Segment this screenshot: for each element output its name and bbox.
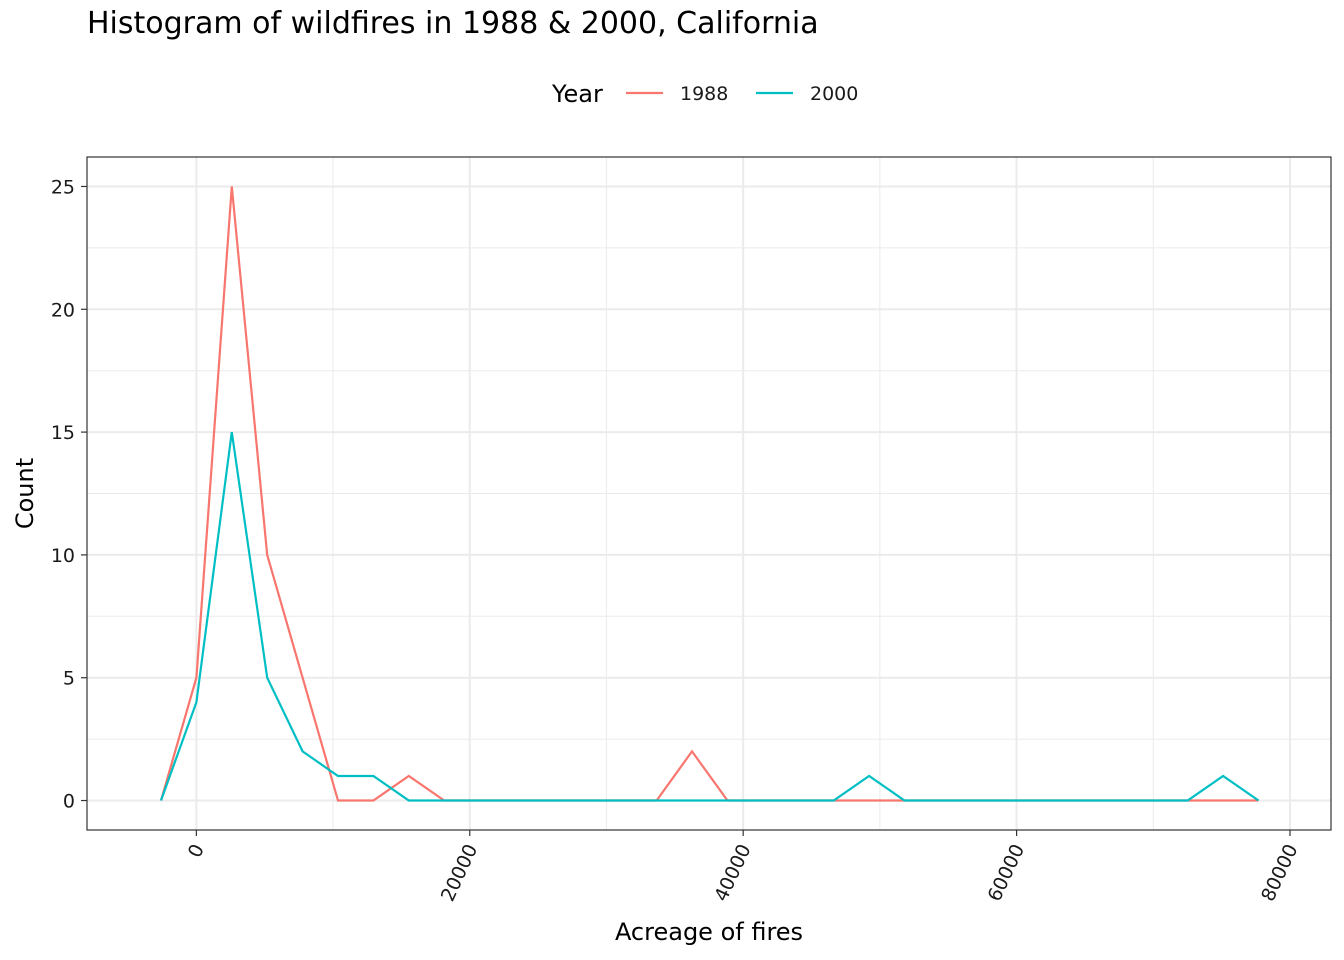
plot-panel-border xyxy=(86,156,1332,831)
grid-lines xyxy=(87,157,1331,830)
x-axis-title: Acreage of fires xyxy=(615,918,803,946)
y-tick-label: 0 xyxy=(63,791,75,813)
y-tick-label: 5 xyxy=(63,668,75,690)
y-tick-label: 25 xyxy=(51,176,75,198)
x-tick-label: 0 xyxy=(184,841,209,861)
axes: 0 5 10 15 20 25 0 20000 40000 60000 80000 xyxy=(51,176,1303,904)
y-tick-label: 20 xyxy=(51,299,75,321)
series-lines xyxy=(159,186,1260,802)
legend: Year 1988 2000 xyxy=(551,80,858,108)
x-tick-label: 60000 xyxy=(984,841,1029,905)
y-tick-label: 15 xyxy=(51,422,75,444)
legend-title: Year xyxy=(551,80,603,108)
x-tick-label: 40000 xyxy=(710,841,755,905)
legend-label-1988: 1988 xyxy=(680,83,728,105)
y-tick-label: 10 xyxy=(51,545,75,567)
legend-label-2000: 2000 xyxy=(810,83,858,105)
x-tick-label: 80000 xyxy=(1257,841,1302,905)
x-tick-label: 20000 xyxy=(437,841,482,905)
chart-title: Histogram of wildfires in 1988 & 2000, C… xyxy=(87,6,819,41)
y-axis-title: Count xyxy=(11,458,39,529)
series-line-2000 xyxy=(159,431,1260,802)
